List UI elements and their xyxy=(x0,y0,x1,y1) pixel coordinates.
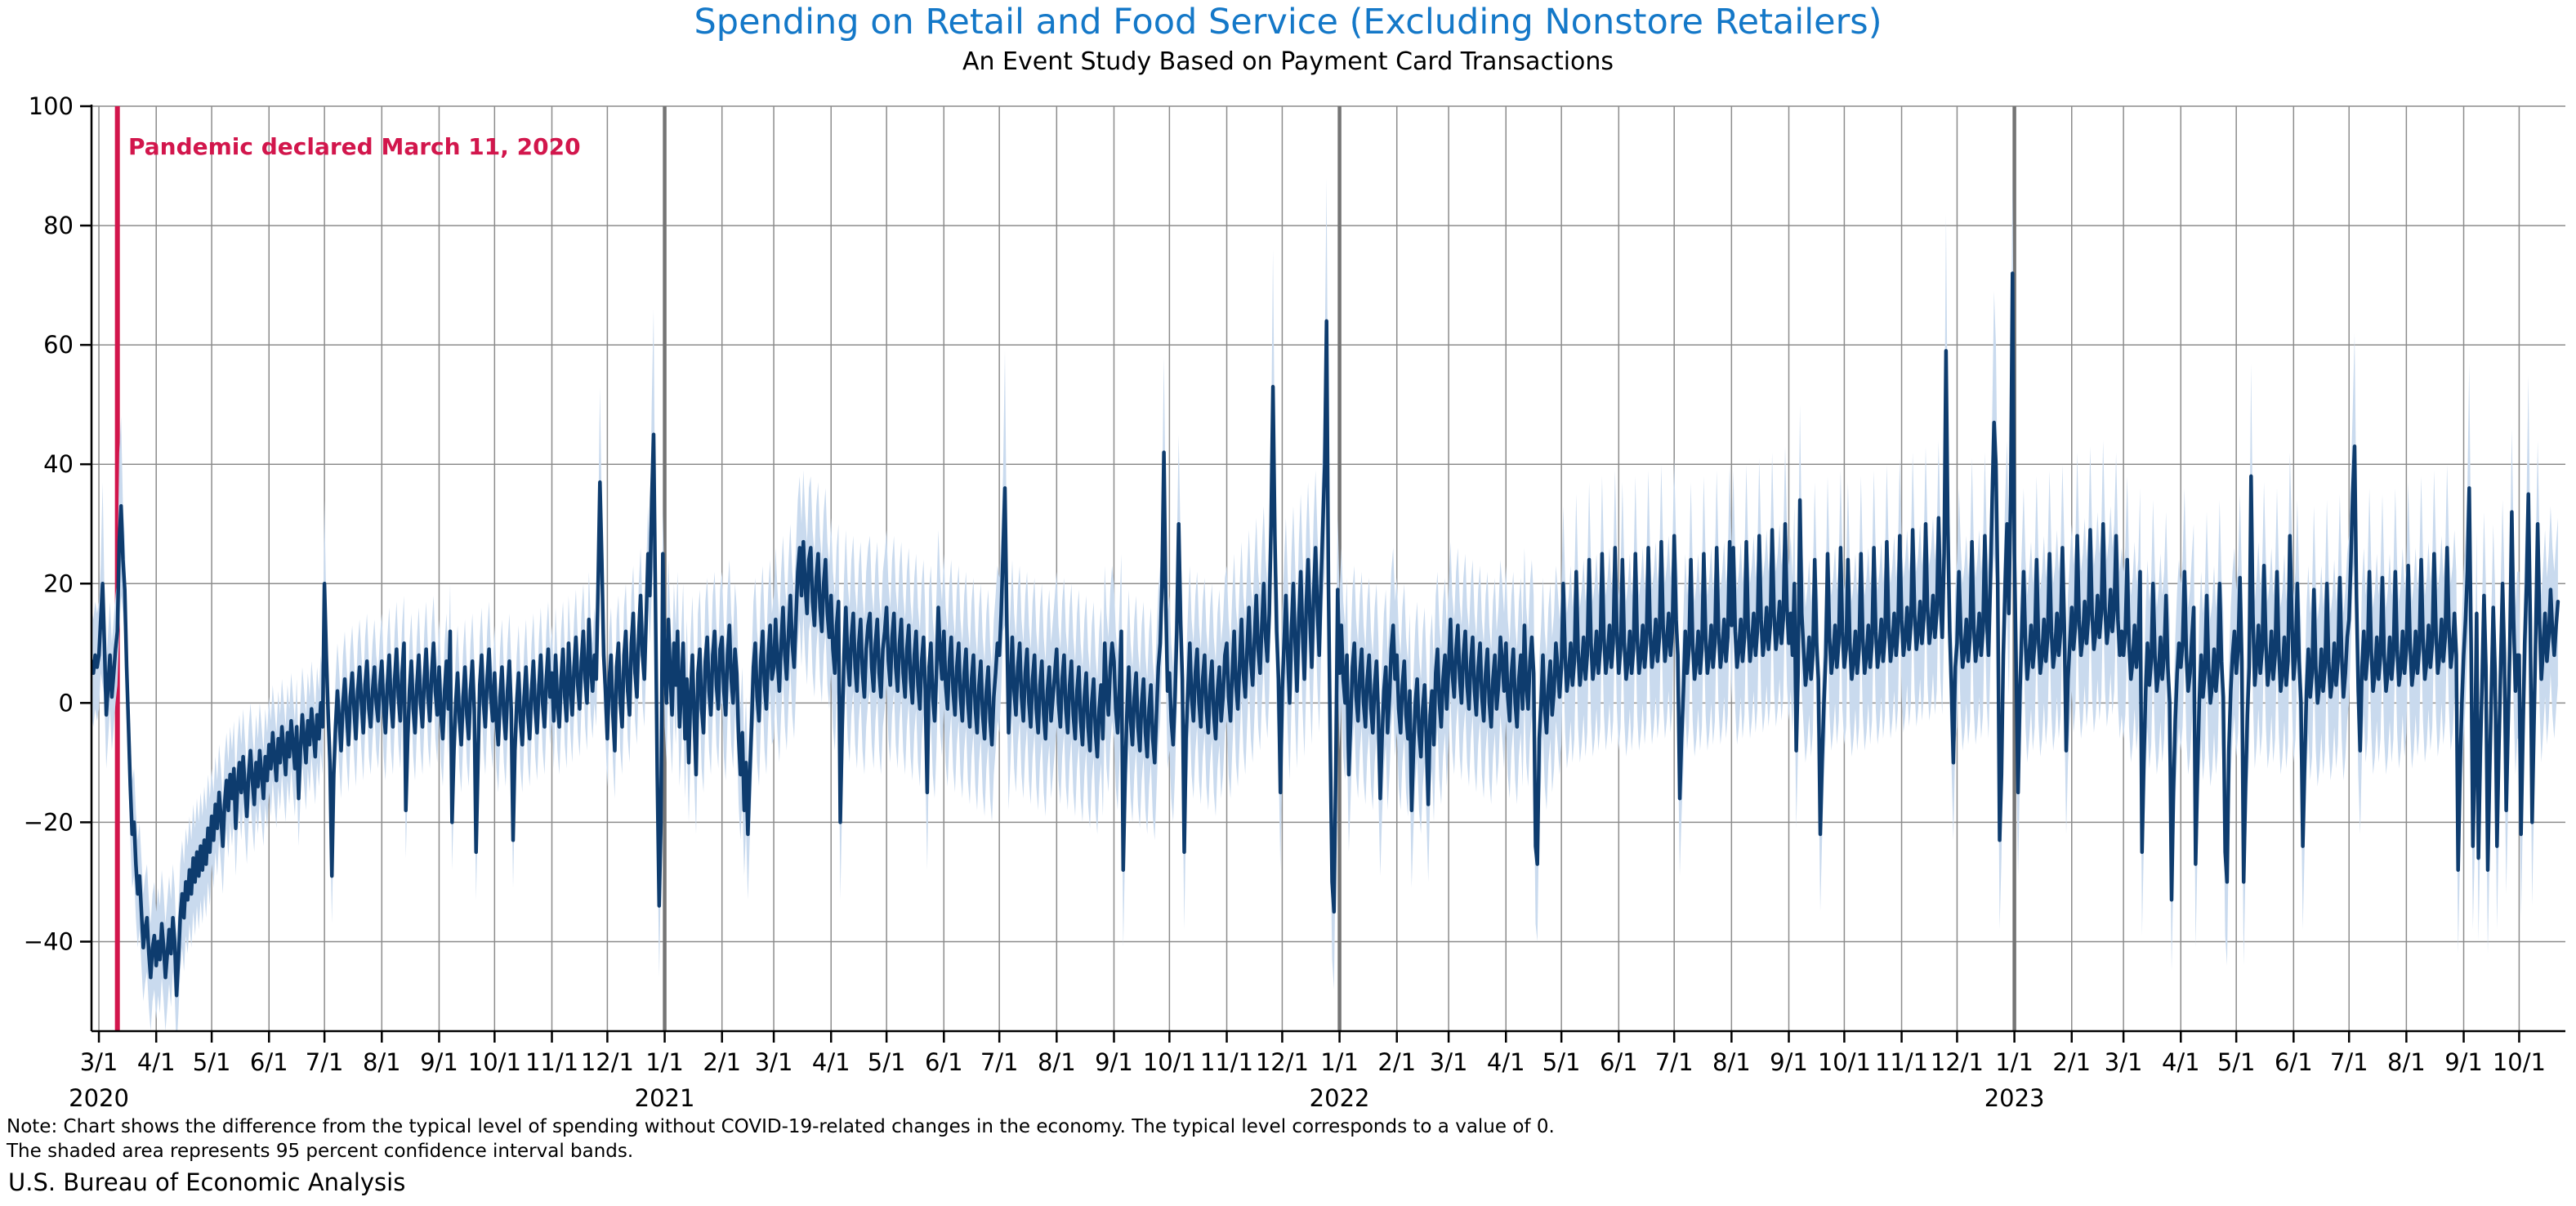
spending-line xyxy=(92,271,2560,998)
source-attribution: U.S. Bureau of Economic Analysis xyxy=(8,1168,406,1196)
svg-text:10/1: 10/1 xyxy=(2493,1048,2546,1076)
svg-text:12/1: 12/1 xyxy=(581,1048,634,1076)
svg-text:−40: −40 xyxy=(24,927,74,955)
svg-text:3/1: 3/1 xyxy=(2105,1048,2143,1076)
svg-text:8/1: 8/1 xyxy=(363,1048,401,1076)
svg-text:5/1: 5/1 xyxy=(2217,1048,2256,1076)
svg-text:2022: 2022 xyxy=(1310,1084,1370,1112)
pandemic-annotation: Pandemic declared March 11, 2020 xyxy=(128,133,581,160)
svg-text:7/1: 7/1 xyxy=(980,1048,1019,1076)
svg-text:10/1: 10/1 xyxy=(1818,1048,1871,1076)
svg-text:8/1: 8/1 xyxy=(2387,1048,2426,1076)
gridlines xyxy=(92,105,2565,1031)
svg-text:3/1: 3/1 xyxy=(80,1048,118,1076)
svg-text:9/1: 9/1 xyxy=(420,1048,458,1076)
svg-text:11/1: 11/1 xyxy=(525,1048,578,1076)
svg-text:4/1: 4/1 xyxy=(1487,1048,1525,1076)
svg-text:7/1: 7/1 xyxy=(1655,1048,1694,1076)
svg-text:1/1: 1/1 xyxy=(645,1048,684,1076)
svg-text:7/1: 7/1 xyxy=(306,1048,344,1076)
svg-text:11/1: 11/1 xyxy=(1875,1048,1928,1076)
svg-text:5/1: 5/1 xyxy=(868,1048,906,1076)
svg-text:4/1: 4/1 xyxy=(137,1048,176,1076)
svg-text:1/1: 1/1 xyxy=(1320,1048,1359,1076)
chart-note-line1: Note: Chart shows the difference from th… xyxy=(7,1116,1555,1137)
svg-text:40: 40 xyxy=(43,450,74,478)
svg-text:2/1: 2/1 xyxy=(1377,1048,1416,1076)
svg-text:9/1: 9/1 xyxy=(1770,1048,1808,1076)
svg-text:6/1: 6/1 xyxy=(250,1048,288,1076)
svg-text:10/1: 10/1 xyxy=(1143,1048,1196,1076)
svg-text:1/1: 1/1 xyxy=(1995,1048,2034,1076)
svg-text:2020: 2020 xyxy=(69,1084,129,1112)
svg-text:60: 60 xyxy=(43,331,74,359)
svg-text:12/1: 12/1 xyxy=(1256,1048,1309,1076)
svg-text:9/1: 9/1 xyxy=(2444,1048,2483,1076)
svg-text:11/1: 11/1 xyxy=(1200,1048,1253,1076)
axes xyxy=(90,105,2565,1033)
data-layer xyxy=(92,172,2560,1031)
svg-text:20: 20 xyxy=(43,570,74,597)
svg-text:4/1: 4/1 xyxy=(812,1048,850,1076)
svg-text:2/1: 2/1 xyxy=(703,1048,741,1076)
svg-text:6/1: 6/1 xyxy=(925,1048,963,1076)
svg-text:7/1: 7/1 xyxy=(2330,1048,2368,1076)
svg-text:2021: 2021 xyxy=(635,1084,695,1112)
confidence-band xyxy=(92,172,2558,1031)
svg-text:2023: 2023 xyxy=(1984,1084,2045,1112)
svg-text:2/1: 2/1 xyxy=(2052,1048,2091,1076)
tick-labels: −40 −20 0 20 40 60 80 100 3/1 4/1 5/1 6/1 7/1 8/1 9/1 1… xyxy=(24,92,2546,1112)
svg-text:6/1: 6/1 xyxy=(1600,1048,1638,1076)
svg-text:0: 0 xyxy=(59,689,74,717)
svg-text:8/1: 8/1 xyxy=(1038,1048,1076,1076)
svg-text:100: 100 xyxy=(29,92,74,120)
svg-text:80: 80 xyxy=(43,212,74,239)
chart-title: Spending on Retail and Food Service (Exc… xyxy=(694,2,1882,42)
svg-text:6/1: 6/1 xyxy=(2275,1048,2313,1076)
svg-text:3/1: 3/1 xyxy=(755,1048,793,1076)
svg-text:4/1: 4/1 xyxy=(2162,1048,2200,1076)
svg-text:5/1: 5/1 xyxy=(1542,1048,1581,1076)
svg-text:9/1: 9/1 xyxy=(1095,1048,1133,1076)
svg-text:10/1: 10/1 xyxy=(468,1048,521,1076)
svg-text:12/1: 12/1 xyxy=(1931,1048,1984,1076)
svg-text:5/1: 5/1 xyxy=(193,1048,231,1076)
svg-text:3/1: 3/1 xyxy=(1430,1048,1468,1076)
chart-note-line2: The shaded area represents 95 percent co… xyxy=(7,1141,634,1162)
svg-text:−20: −20 xyxy=(24,808,74,836)
svg-text:8/1: 8/1 xyxy=(1712,1048,1751,1076)
chart-subtitle: An Event Study Based on Payment Card Tra… xyxy=(962,47,1614,76)
